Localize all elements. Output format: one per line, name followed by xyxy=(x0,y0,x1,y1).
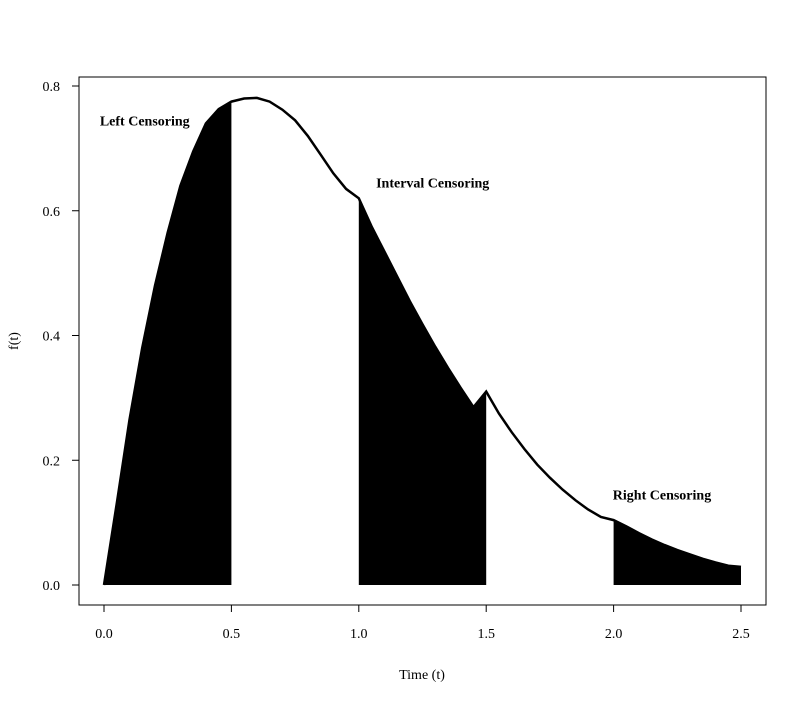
y-tick-label: 0.6 xyxy=(43,205,61,220)
region-label: Right Censoring xyxy=(613,489,711,504)
shaded-regions xyxy=(104,101,741,586)
shaded-region-1 xyxy=(104,101,232,585)
x-axis-title: Time (t) xyxy=(399,668,445,683)
y-tick-label: 0.0 xyxy=(43,579,61,594)
y-tick-label: 0.2 xyxy=(43,454,61,469)
x-tick-label: 0.0 xyxy=(95,627,113,642)
density-curve xyxy=(102,96,742,586)
x-tick-label: 0.5 xyxy=(223,627,241,642)
x-tick-label: 1.0 xyxy=(350,627,368,642)
x-tick-label: 2.0 xyxy=(605,627,623,642)
x-axis: 0.0 0.5 1.0 1.5 2.0 2.5 xyxy=(95,604,750,642)
y-tick-label: 0.8 xyxy=(43,80,61,95)
y-axis-title: f(t) xyxy=(7,332,22,350)
region-label: Interval Censoring xyxy=(376,177,489,192)
x-tick-label: 1.5 xyxy=(477,627,495,642)
x-tick-label: 2.5 xyxy=(732,627,750,642)
y-axis: 0.0 0.2 0.4 0.6 0.8 xyxy=(43,80,80,594)
shaded-region-3 xyxy=(613,520,741,585)
shaded-region-2 xyxy=(358,198,487,586)
region-annotations: Left Censoring Interval Censoring Right Ce… xyxy=(100,114,711,503)
region-label: Left Censoring xyxy=(100,114,190,129)
y-tick-label: 0.4 xyxy=(43,330,61,345)
